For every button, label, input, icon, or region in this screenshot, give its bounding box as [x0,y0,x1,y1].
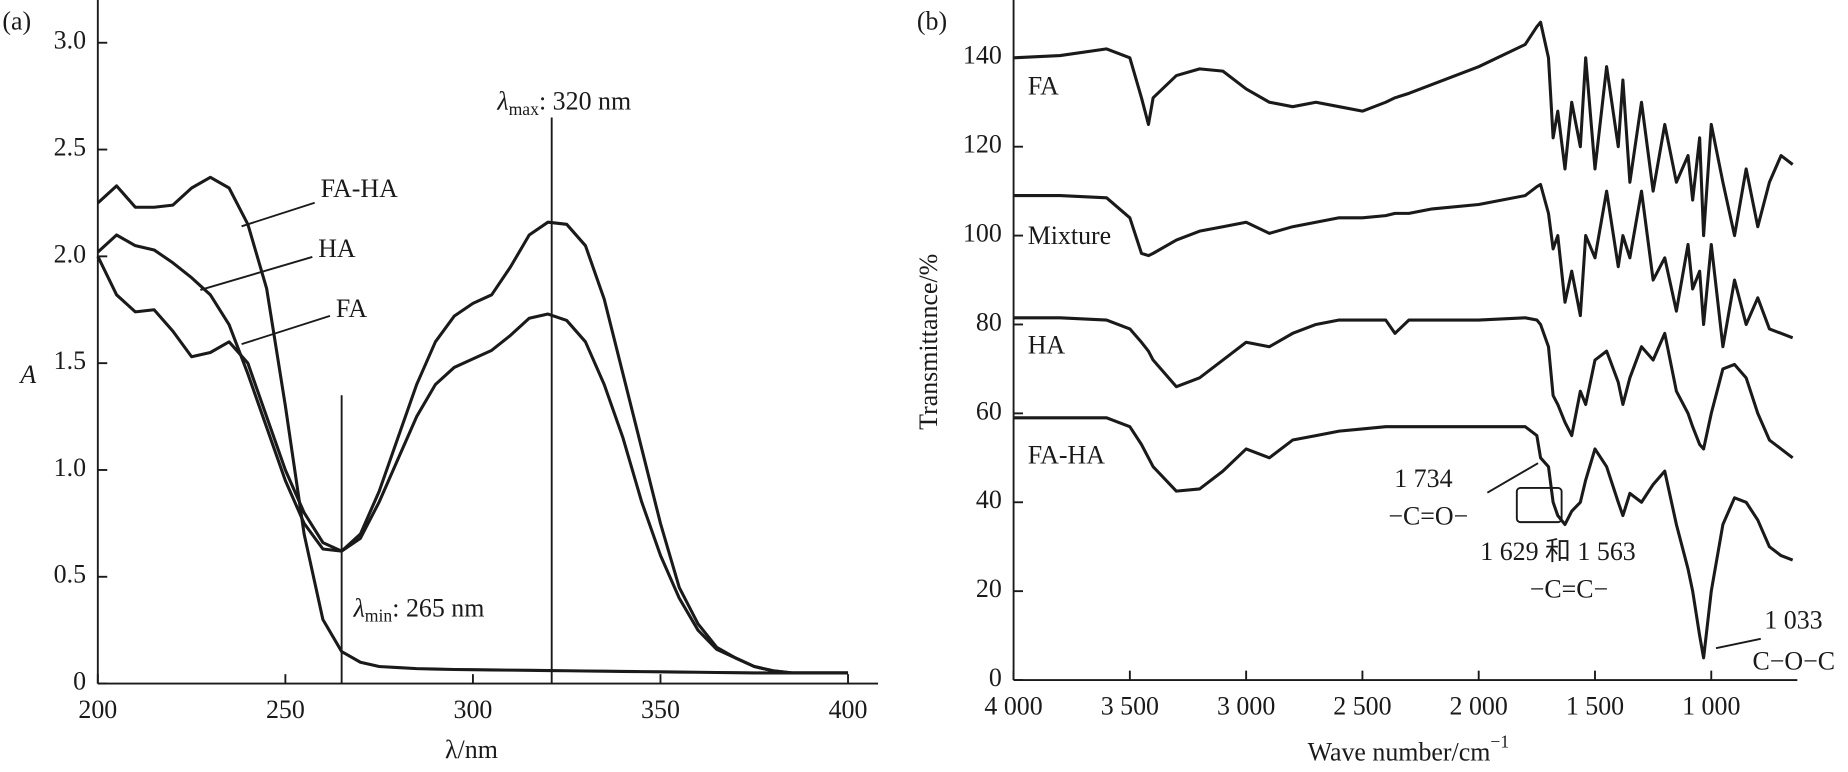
x-tick-label: 1 000 [1682,691,1740,720]
x-tick-label: 350 [641,695,680,724]
y-tick-label: 0 [73,667,86,696]
y-tick-label: 0 [989,663,1002,692]
x-axis-label-sup: −1 [1490,732,1509,752]
y-axis-label: A [18,360,36,389]
series-label: HA [1028,331,1066,360]
series-label: Mixture [1028,221,1111,250]
y-tick-label: 1.0 [54,453,86,482]
x-axis-label: λ/nm [445,735,498,764]
y-tick-label: 40 [976,485,1002,514]
panel-label: (b) [917,7,947,36]
series-leader [241,314,331,346]
y-axis-label: Transmittance/% [914,254,943,430]
x-tick-label: 2 000 [1450,691,1508,720]
x-tick-label: 3 500 [1101,691,1159,720]
band-box [1515,487,1563,524]
marker-symbol: λ [353,593,365,622]
y-tick-label: 140 [963,41,1002,70]
x-tick-label: 3 000 [1217,691,1275,720]
spectrum-line [96,255,849,675]
spectrum-line [1013,416,1794,660]
band-number: 1 734 [1394,464,1452,493]
series-label: FA [1028,71,1059,100]
marker-label: λmax: 320 nm [496,87,631,119]
band-group: −C=C− [1530,575,1608,604]
series-label: HA [318,234,356,263]
band-group: C−O−C [1753,647,1836,676]
series-label: FA-HA [1028,440,1106,469]
x-tick-label: 4 000 [984,691,1042,720]
series-label: FA [336,294,367,323]
spectrum-line [96,175,849,675]
band-number: 1 629 和 1 563 [1480,537,1635,566]
y-tick-label: 0.5 [54,560,86,589]
x-tick-label: 250 [266,695,305,724]
panel-label: (a) [2,7,31,36]
x-tick-label: 1 500 [1566,691,1624,720]
y-tick-label: 3.0 [54,26,86,55]
y-tick-label: 20 [976,574,1002,603]
marker-text: : 320 nm [539,87,631,116]
x-tick-label: 300 [453,695,492,724]
x-axis-label: Wave number/cm−1 [1308,732,1510,766]
band-group: −C=O− [1388,502,1468,531]
marker-symbol: λ [496,87,508,116]
y-tick-label: 1.5 [54,346,86,375]
x-tick-label: 400 [829,695,868,724]
spectrum-line [1013,20,1794,238]
y-tick-label: 2.5 [54,133,86,162]
marker-sub: max [509,99,540,119]
band-number: 1 033 [1764,605,1822,634]
marker-text: : 265 nm [392,593,484,622]
spectrum-line [1013,182,1794,349]
x-tick-label: 200 [78,695,117,724]
x-axis-label-text: Wave number/cm [1308,737,1491,766]
marker-label: λmin: 265 nm [353,593,485,625]
series-leader [241,201,315,228]
y-tick-label: 60 [976,396,1002,425]
x-tick-label: 2 500 [1333,691,1391,720]
y-tick-label: 100 [963,219,1002,248]
y-tick-label: 2.0 [54,239,86,268]
series-label: FA-HA [321,174,399,203]
band-leader [1715,637,1761,650]
series-leader [200,256,313,291]
y-tick-label: 80 [976,307,1002,336]
band-leader [1486,462,1539,494]
spectrum-line [1013,316,1794,460]
y-tick-label: 120 [963,130,1002,159]
marker-sub: min [365,606,393,626]
